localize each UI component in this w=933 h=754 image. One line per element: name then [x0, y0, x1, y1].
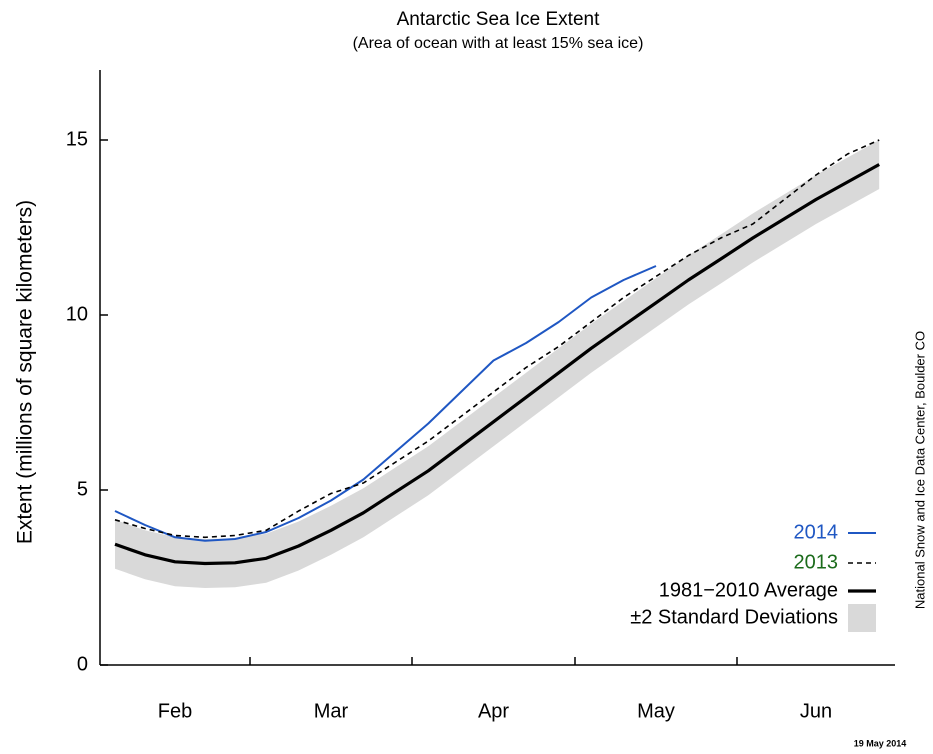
std-band — [115, 140, 880, 588]
legend-label: 2014 — [794, 521, 839, 543]
legend-label: ±2 Standard Deviations — [630, 606, 838, 628]
y-tick-label: 5 — [77, 478, 88, 500]
legend-label: 2013 — [794, 551, 839, 573]
y-tick-label: 10 — [66, 303, 88, 325]
legend-swatch — [848, 604, 876, 632]
chart-subtitle: (Area of ocean with at least 15% sea ice… — [353, 35, 644, 52]
series-line — [114, 265, 657, 542]
y-tick-label: 0 — [77, 653, 88, 675]
x-tick-label: May — [637, 700, 675, 722]
x-tick-label: Feb — [158, 700, 192, 722]
legend-label: 1981−2010 Average — [659, 579, 838, 601]
x-tick-label: Apr — [478, 700, 509, 722]
x-tick-label: Mar — [314, 700, 349, 722]
x-tick-label: Jun — [800, 700, 832, 722]
y-axis-label: Extent (millions of square kilometers) — [14, 200, 37, 544]
chart-title: Antarctic Sea Ice Extent — [397, 9, 600, 30]
date-note: 19 May 2014 — [854, 738, 907, 748]
series-line — [114, 163, 880, 566]
y-tick-label: 15 — [66, 128, 88, 150]
series-line — [114, 139, 880, 539]
source-note: National Snow and Ice Data Center, Bould… — [912, 331, 927, 609]
